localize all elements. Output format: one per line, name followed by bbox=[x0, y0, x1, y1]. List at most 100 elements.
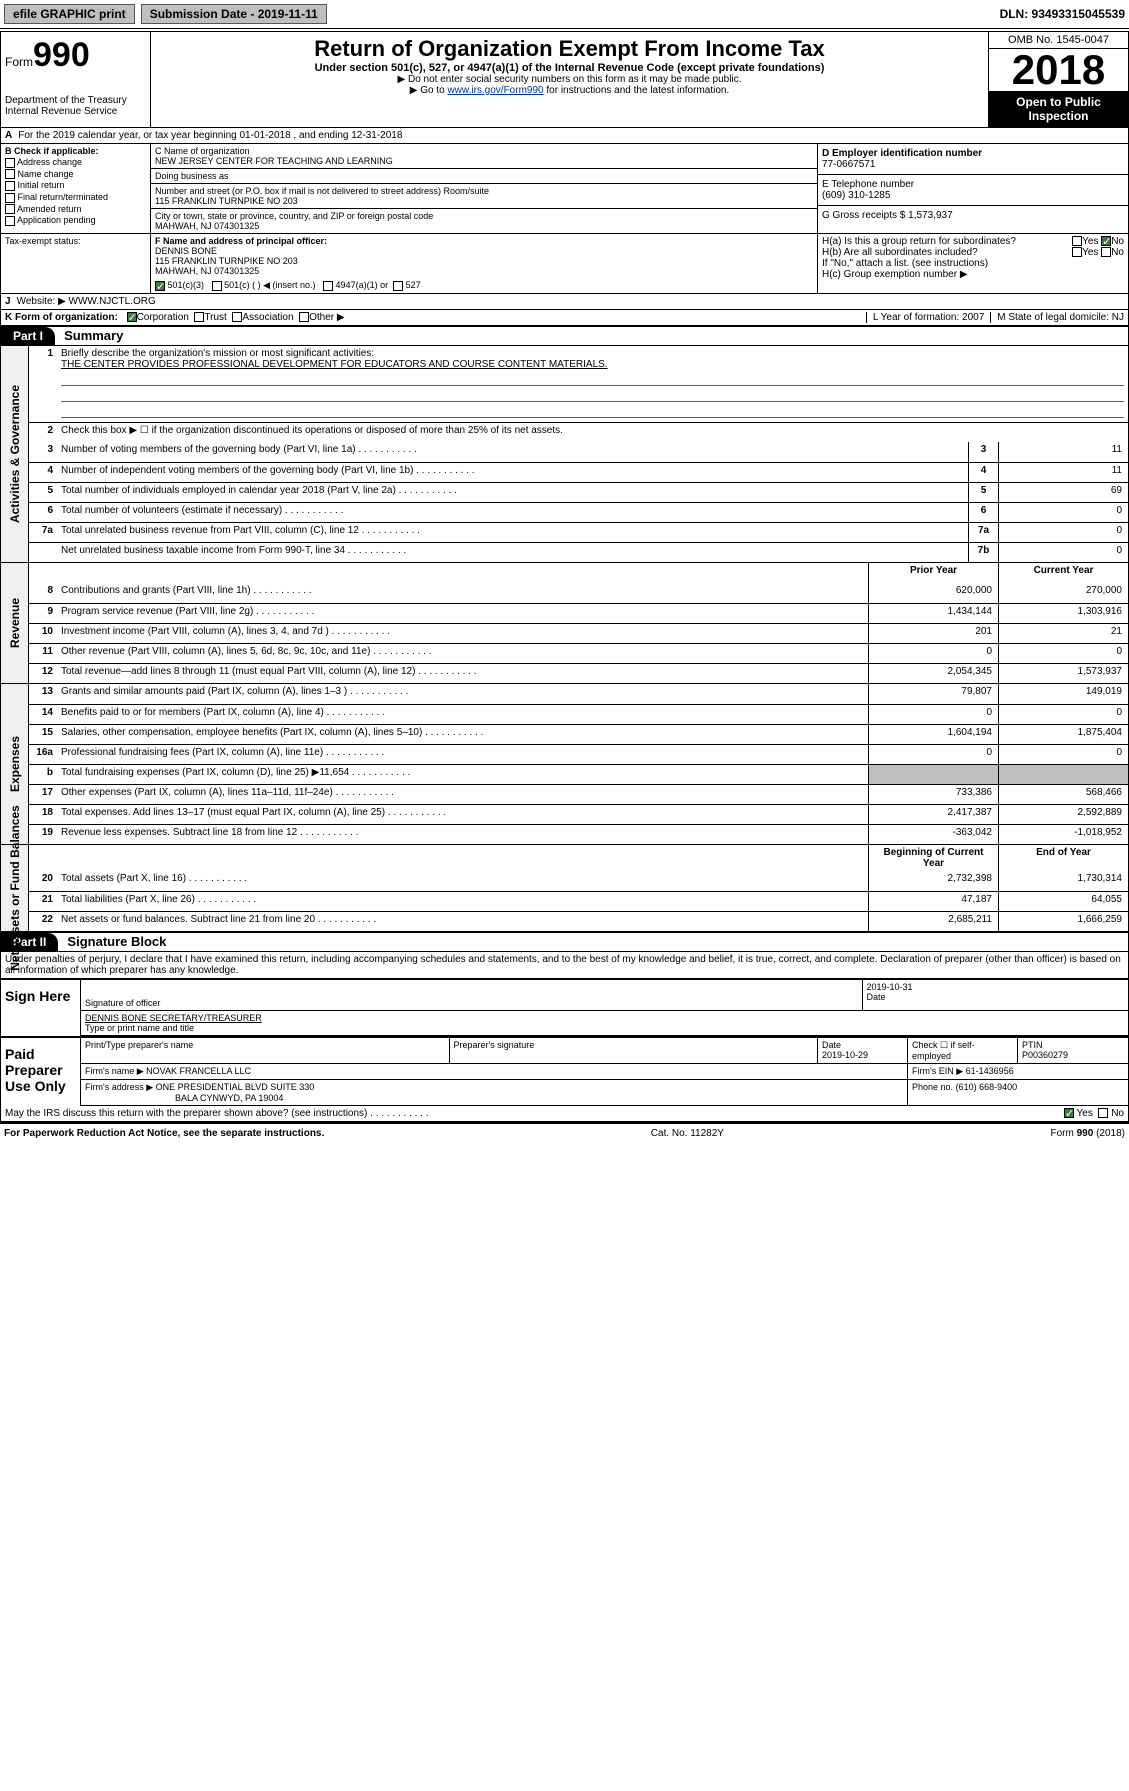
telephone-value: (609) 310-1285 bbox=[822, 190, 1124, 201]
side-revenue: Revenue bbox=[8, 598, 22, 648]
section-f-h: Tax-exempt status: F Name and address of… bbox=[1, 234, 1128, 294]
open-inspection-badge: Open to Public Inspection bbox=[989, 91, 1128, 127]
table-row: 5 Total number of individuals employed i… bbox=[29, 482, 1128, 502]
irs-label: Internal Revenue Service bbox=[5, 106, 146, 117]
footer-left: For Paperwork Reduction Act Notice, see … bbox=[4, 1128, 324, 1139]
officer-name: DENNIS BONE bbox=[155, 246, 813, 256]
page-footer: For Paperwork Reduction Act Notice, see … bbox=[0, 1123, 1129, 1143]
cb-other[interactable] bbox=[299, 312, 309, 322]
table-row: 10 Investment income (Part VIII, column … bbox=[29, 623, 1128, 643]
form-header: Form990 Department of the Treasury Inter… bbox=[1, 32, 1128, 128]
table-row: 12 Total revenue—add lines 8 through 11 … bbox=[29, 663, 1128, 683]
c-label: C Name of organization bbox=[155, 146, 813, 156]
side-governance: Activities & Governance bbox=[8, 385, 22, 523]
cb-amended-return[interactable]: Amended return bbox=[5, 204, 146, 215]
city-label: City or town, state or province, country… bbox=[155, 211, 813, 221]
cb-initial-return[interactable]: Initial return bbox=[5, 180, 146, 191]
cb-trust[interactable] bbox=[194, 312, 204, 322]
table-row: 20 Total assets (Part X, line 16) 2,732,… bbox=[29, 871, 1128, 891]
paid-preparer-label: Paid Preparer Use Only bbox=[1, 1038, 81, 1106]
cb-4947[interactable] bbox=[323, 281, 333, 291]
table-row: 14 Benefits paid to or for members (Part… bbox=[29, 704, 1128, 724]
prep-name-label: Print/Type preparer's name bbox=[81, 1038, 450, 1063]
officer-name-title: DENNIS BONE SECRETARY/TREASURER bbox=[85, 1013, 1124, 1023]
sign-here-section: Sign Here Signature of officer 2019-10-3… bbox=[1, 978, 1128, 1036]
officer-addr2: MAHWAH, NJ 074301325 bbox=[155, 266, 813, 276]
note-ssn: ▶ Do not enter social security numbers o… bbox=[155, 74, 984, 85]
table-row: 15 Salaries, other compensation, employe… bbox=[29, 724, 1128, 744]
col-end-year: End of Year bbox=[998, 845, 1128, 871]
dba-label: Doing business as bbox=[151, 169, 817, 184]
line-k-l-m: K Form of organization: Corporation Trus… bbox=[1, 310, 1128, 326]
top-toolbar: efile GRAPHIC print Submission Date - 20… bbox=[0, 0, 1129, 29]
line-a: AFor the 2019 calendar year, or tax year… bbox=[1, 128, 1128, 144]
table-row: Net unrelated business taxable income fr… bbox=[29, 542, 1128, 562]
self-employed-check[interactable]: Check ☐ if self-employed bbox=[908, 1038, 1018, 1063]
name-title-label: Type or print name and title bbox=[85, 1023, 1124, 1033]
firm-addr1: ONE PRESIDENTIAL BLVD SUITE 330 bbox=[156, 1082, 315, 1092]
footer-right: Form 990 (2018) bbox=[1051, 1128, 1125, 1139]
part2-header: Part II Signature Block bbox=[1, 932, 1128, 952]
mission-text: THE CENTER PROVIDES PROFESSIONAL DEVELOP… bbox=[61, 359, 1124, 370]
paid-preparer-section: Paid Preparer Use Only Print/Type prepar… bbox=[1, 1036, 1128, 1106]
form-frame: Form990 Department of the Treasury Inter… bbox=[0, 31, 1129, 1123]
section-b-g: B Check if applicable: Address change Na… bbox=[1, 144, 1128, 234]
form-title: Return of Organization Exempt From Incom… bbox=[155, 36, 984, 62]
submission-date-button[interactable]: Submission Date - 2019-11-11 bbox=[141, 4, 327, 24]
street-address: 115 FRANKLIN TURNPIKE NO 203 bbox=[155, 196, 813, 206]
sig-date-value: 2019-10-31 bbox=[867, 982, 1125, 992]
prep-date: 2019-10-29 bbox=[822, 1050, 868, 1060]
e-label: E Telephone number bbox=[822, 179, 1124, 190]
m-state-domicile: M State of legal domicile: NJ bbox=[990, 312, 1124, 323]
footer-mid: Cat. No. 11282Y bbox=[651, 1128, 724, 1139]
table-row: 17 Other expenses (Part IX, column (A), … bbox=[29, 784, 1128, 804]
table-row: 7a Total unrelated business revenue from… bbox=[29, 522, 1128, 542]
cb-address-change[interactable]: Address change bbox=[5, 157, 146, 168]
sig-date-label: Date bbox=[867, 992, 1125, 1002]
addr-label: Number and street (or P.O. box if mail i… bbox=[155, 186, 813, 196]
discuss-row: May the IRS discuss this return with the… bbox=[1, 1106, 1128, 1122]
website-label: Website: ▶ bbox=[17, 296, 66, 307]
cb-final-return[interactable]: Final return/terminated bbox=[5, 192, 146, 203]
table-row: 13 Grants and similar amounts paid (Part… bbox=[29, 684, 1128, 704]
website-value: WWW.NJCTL.ORG bbox=[69, 296, 156, 307]
firm-addr2: BALA CYNWYD, PA 19004 bbox=[175, 1093, 283, 1103]
cb-501c[interactable] bbox=[212, 281, 222, 291]
form-number: Form990 bbox=[5, 36, 146, 75]
tax-exempt-label: Tax-exempt status: bbox=[5, 236, 146, 246]
cb-527[interactable] bbox=[393, 281, 403, 291]
cb-501c3[interactable] bbox=[155, 281, 165, 291]
ein-value: 77-0667571 bbox=[822, 159, 1124, 170]
cb-association[interactable] bbox=[232, 312, 242, 322]
ptin-value: P00360279 bbox=[1022, 1050, 1068, 1060]
sig-officer-label: Signature of officer bbox=[85, 998, 858, 1008]
l-year-formation: L Year of formation: 2007 bbox=[866, 312, 984, 323]
cb-corporation[interactable] bbox=[127, 312, 137, 322]
sign-here-label: Sign Here bbox=[1, 980, 81, 1036]
cb-name-change[interactable]: Name change bbox=[5, 169, 146, 180]
revenue-section: Revenue Prior Year Current Year 8 Contri… bbox=[1, 563, 1128, 684]
irs-link[interactable]: www.irs.gov/Form990 bbox=[447, 85, 543, 96]
side-expenses: Expenses bbox=[8, 736, 22, 792]
table-row: 19 Revenue less expenses. Subtract line … bbox=[29, 824, 1128, 844]
expenses-section: Expenses 13 Grants and similar amounts p… bbox=[1, 684, 1128, 845]
table-row: 22 Net assets or fund balances. Subtract… bbox=[29, 911, 1128, 931]
cb-application-pending[interactable]: Application pending bbox=[5, 215, 146, 226]
table-row: 6 Total number of volunteers (estimate i… bbox=[29, 502, 1128, 522]
line2-label: Check this box ▶ ☐ if the organization d… bbox=[57, 423, 1128, 442]
hb-label: H(b) Are all subordinates included? Yes … bbox=[822, 247, 1124, 258]
officer-addr1: 115 FRANKLIN TURNPIKE NO 203 bbox=[155, 256, 813, 266]
org-name: NEW JERSEY CENTER FOR TEACHING AND LEARN… bbox=[155, 156, 813, 166]
side-netassets: Net Assets or Fund Balances bbox=[8, 805, 22, 971]
col-current-year: Current Year bbox=[998, 563, 1128, 583]
dept-label: Department of the Treasury bbox=[5, 95, 146, 106]
discuss-no[interactable] bbox=[1098, 1108, 1108, 1118]
line1-label: Briefly describe the organization's miss… bbox=[61, 348, 1124, 359]
d-label: D Employer identification number bbox=[822, 148, 1124, 159]
table-row: 18 Total expenses. Add lines 13–17 (must… bbox=[29, 804, 1128, 824]
discuss-yes[interactable] bbox=[1064, 1108, 1074, 1118]
efile-button[interactable]: efile GRAPHIC print bbox=[4, 4, 135, 24]
table-row: 16a Professional fundraising fees (Part … bbox=[29, 744, 1128, 764]
hb-note: If "No," attach a list. (see instruction… bbox=[822, 258, 1124, 269]
firm-ein: 61-1436956 bbox=[966, 1066, 1014, 1076]
